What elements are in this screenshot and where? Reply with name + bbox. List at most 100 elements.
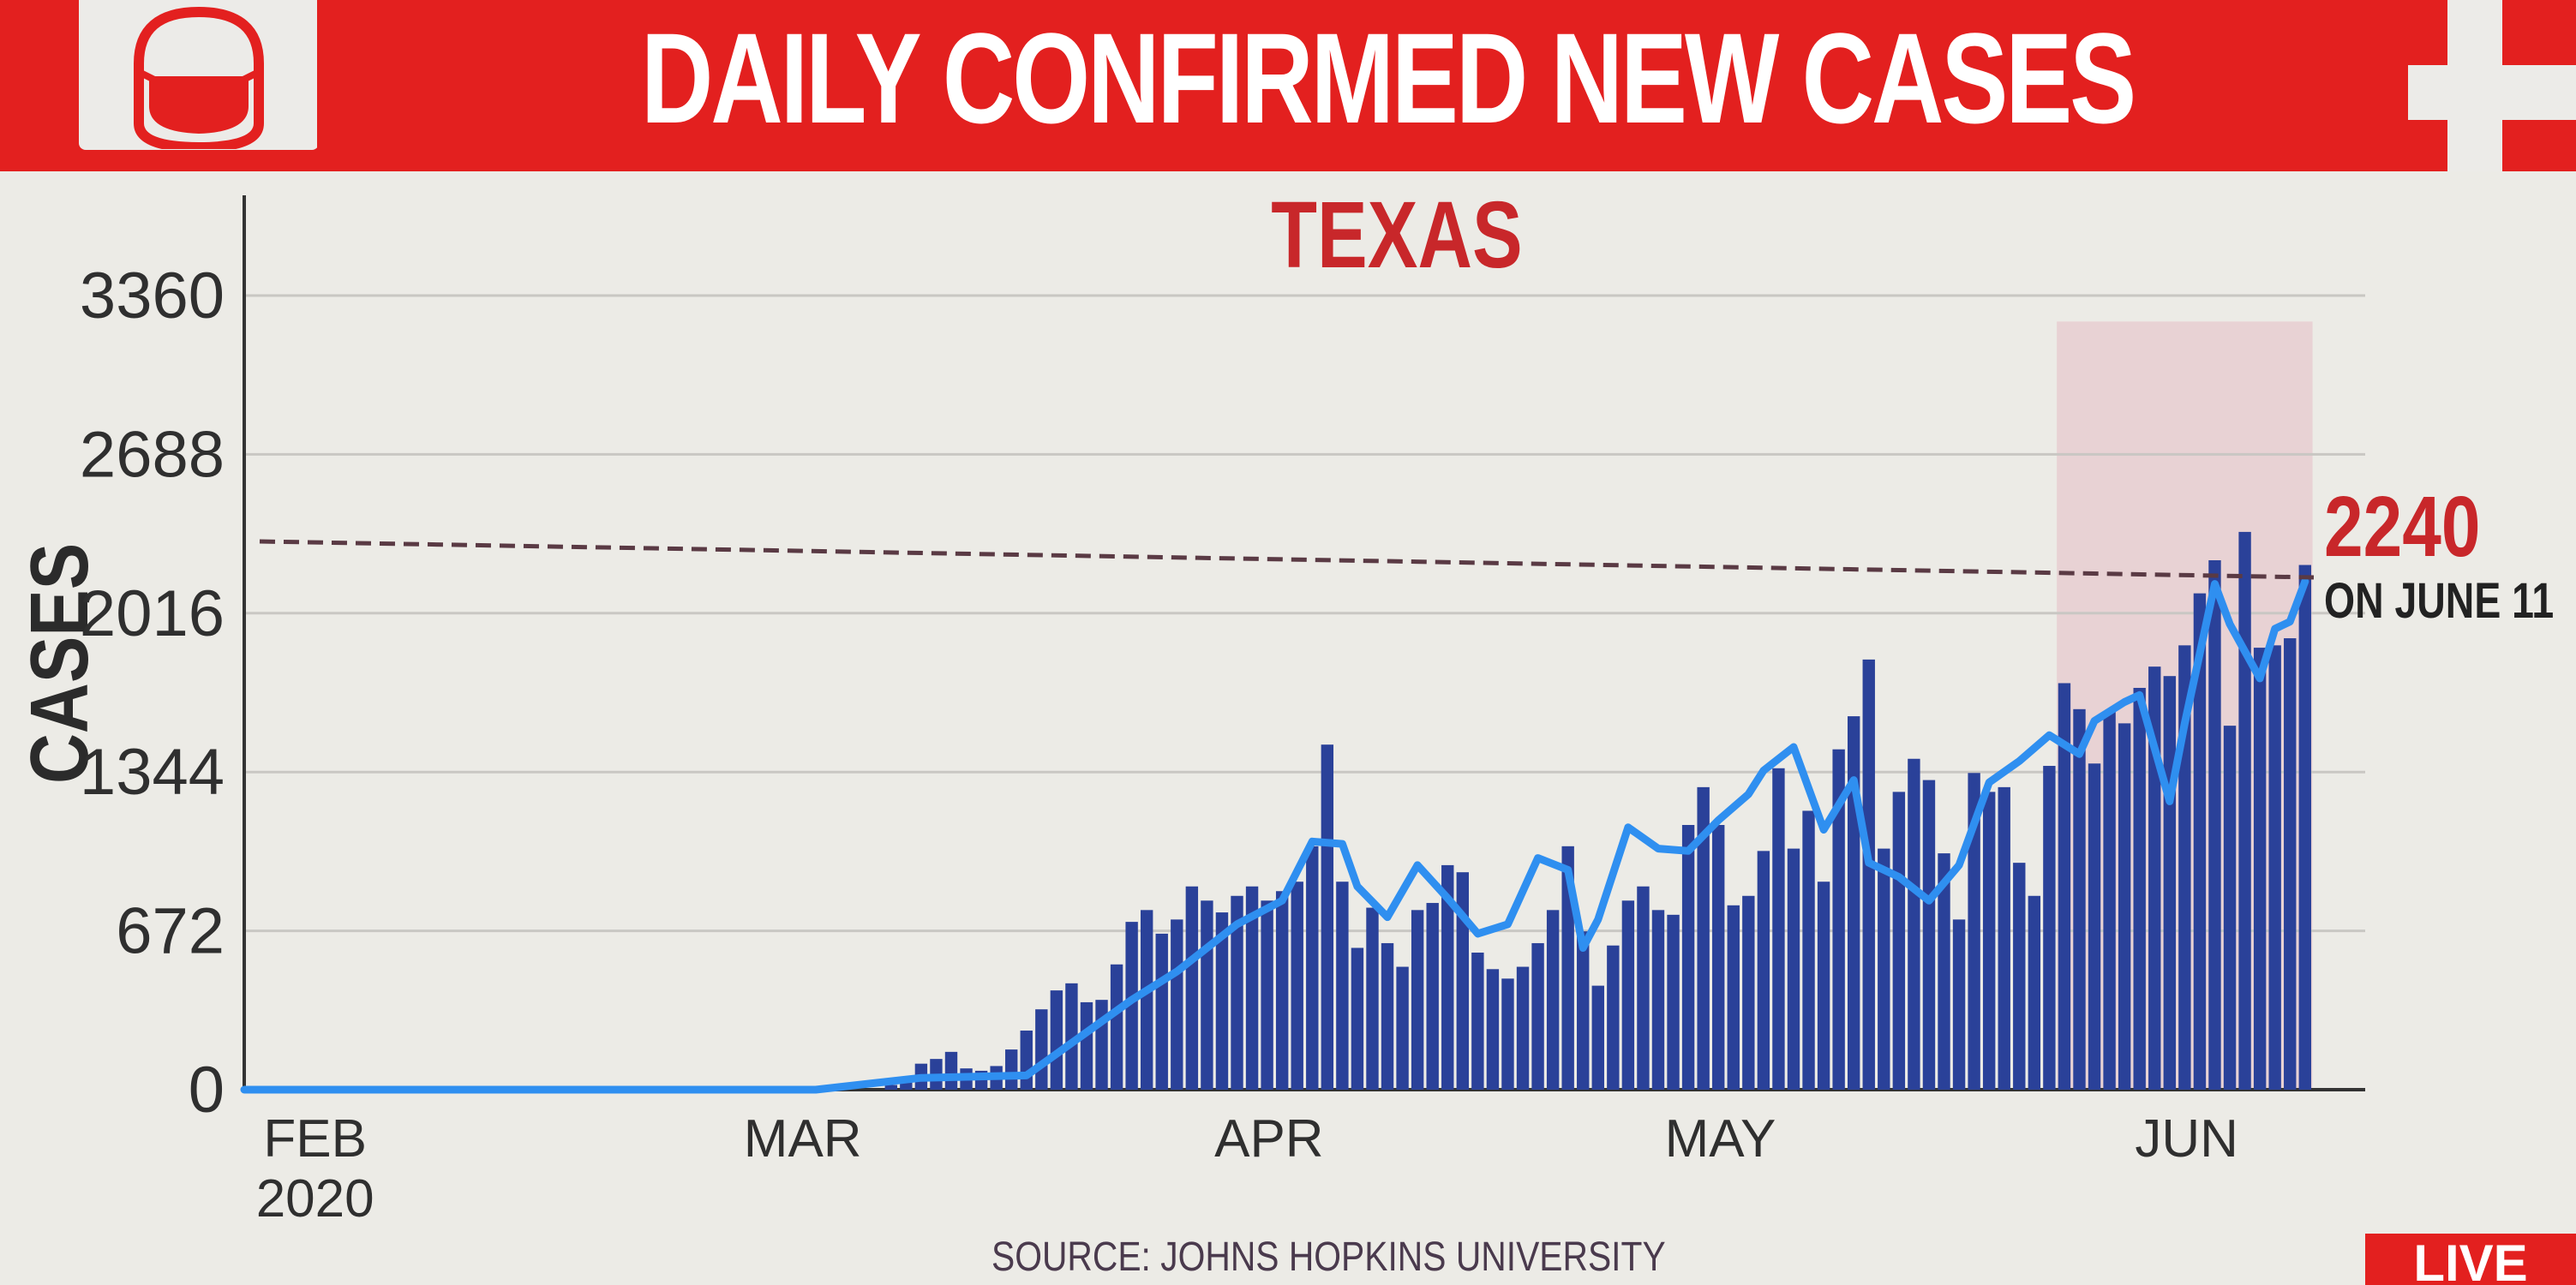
y-tick-label: 672 [116, 895, 225, 968]
bar [1892, 792, 1906, 1090]
bar [2133, 687, 2146, 1090]
bar [1697, 786, 1710, 1090]
chart-title: DAILY CONFIRMED NEW CASES [640, 6, 2136, 150]
title-banner: DAILY CONFIRMED NEW CASES [317, 0, 2458, 171]
source-caption: SOURCE: JOHNS HOPKINS UNIVERSITY [991, 1234, 1666, 1280]
bar [1185, 886, 1199, 1090]
bar [1125, 922, 1138, 1090]
bar [1381, 942, 1394, 1090]
bar [1878, 848, 1890, 1090]
bar [1501, 978, 1514, 1090]
bar [1050, 990, 1063, 1090]
bar [2238, 531, 2251, 1090]
chart-subtitle: TEXAS [1271, 182, 1523, 288]
face-mask-icon [134, 6, 264, 149]
bar [1155, 933, 1168, 1090]
bar [1366, 907, 1379, 1090]
average-line [240, 577, 2309, 1094]
x-tick-sublabel: 2020 [256, 1169, 374, 1228]
bar [1336, 882, 1349, 1090]
bar [1952, 919, 1966, 1090]
bar [2298, 565, 2311, 1090]
bar [1637, 886, 1650, 1090]
bar [1516, 966, 1530, 1090]
bar [2028, 895, 2041, 1090]
y-tick-label: 3360 [80, 260, 225, 332]
bar [1607, 945, 1620, 1090]
bar [1577, 931, 1590, 1090]
bar [1411, 910, 1424, 1090]
bar [2208, 560, 2221, 1090]
bar [1757, 851, 1770, 1090]
bar [1275, 891, 1289, 1090]
bar [1817, 882, 1830, 1090]
bar [1862, 659, 1875, 1090]
bar [1742, 895, 1755, 1090]
channel-logo [79, 0, 319, 150]
x-tick-label: FEB [263, 1109, 367, 1168]
bar [2253, 648, 2267, 1090]
y-tick-label: 0 [189, 1054, 225, 1127]
bar [1171, 919, 1183, 1090]
bar [2043, 766, 2056, 1090]
bar [1772, 768, 1785, 1090]
medical-cross-icon [2408, 0, 2576, 171]
bar [1832, 749, 1845, 1090]
bar [2268, 645, 2281, 1090]
bar [1456, 872, 1470, 1090]
bar [2223, 726, 2237, 1090]
bar [1245, 886, 1259, 1090]
bar [1215, 912, 1229, 1090]
bar [1080, 1001, 1093, 1090]
bar [1261, 900, 1273, 1090]
bar [1651, 910, 1665, 1090]
bar [1621, 900, 1635, 1090]
bar [1231, 895, 1243, 1090]
bar [1968, 773, 1980, 1090]
bar [944, 1051, 958, 1090]
reference-line [259, 539, 2315, 580]
y-tick-label: 2016 [80, 577, 225, 650]
bar [1531, 942, 1544, 1090]
bar [884, 1085, 897, 1090]
bar [1396, 966, 1409, 1090]
bar [1426, 903, 1439, 1090]
bar [1667, 914, 1680, 1090]
bar [1471, 952, 1484, 1090]
bar [1005, 1049, 1018, 1090]
bar [1681, 825, 1695, 1090]
bar [1110, 964, 1123, 1090]
bar [1847, 716, 1860, 1090]
bar [2013, 863, 2026, 1090]
bar [1802, 810, 1815, 1090]
bar [1140, 910, 1153, 1090]
bar [1922, 780, 1936, 1090]
bar [1998, 786, 2010, 1090]
bar [1441, 864, 1454, 1090]
bar [1306, 846, 1319, 1090]
bar [1727, 905, 1740, 1090]
x-tick-label: APR [1214, 1109, 1323, 1168]
bar [1982, 792, 1996, 1090]
bar [1712, 825, 1725, 1090]
bar [1561, 846, 1574, 1090]
bar [1486, 969, 1500, 1090]
bar [1908, 758, 1920, 1090]
live-badge: LIVE [2365, 1234, 2576, 1285]
x-tick-label: JUN [2135, 1109, 2238, 1168]
y-tick-label: 2688 [80, 418, 225, 491]
bar [2103, 711, 2116, 1090]
bar [1938, 853, 1950, 1090]
bar [1035, 1009, 1048, 1090]
bar [1201, 900, 1213, 1090]
bar [2163, 676, 2177, 1090]
annotation-value: 2240 [2324, 479, 2481, 575]
bar [1321, 744, 1334, 1090]
y-tick-label: 1344 [80, 736, 225, 809]
bar [1065, 983, 1078, 1090]
bar [1095, 1000, 1108, 1090]
x-tick-label: MAR [744, 1109, 862, 1168]
bar [2284, 638, 2297, 1090]
bar [1591, 985, 1604, 1090]
